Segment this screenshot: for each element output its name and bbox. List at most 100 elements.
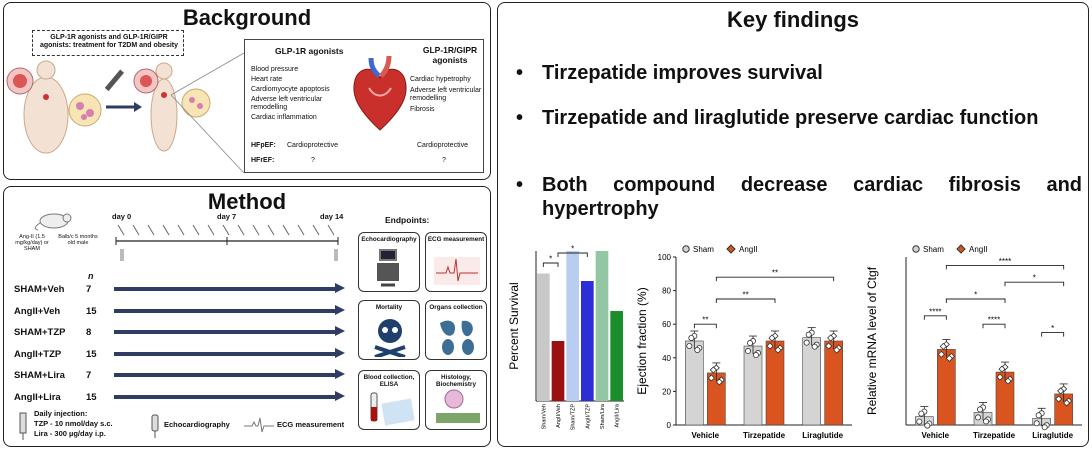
endpoint-ecg: ECG measurement [425, 232, 487, 292]
significance-bracket [715, 276, 835, 282]
glp1-effect: Heart rate [251, 76, 283, 83]
ctgf-chart: Relative mRNA level of Ctgf Vehicle Tirzep… [865, 244, 1082, 440]
findings-panel: Key findings • Tirzepatide improves surv… [497, 2, 1089, 447]
significance-bracket [982, 323, 1006, 329]
data-point [811, 343, 818, 350]
blood-tube-icon [370, 392, 415, 426]
significance-label: * [1033, 274, 1036, 283]
data-point [977, 406, 984, 413]
data-point [942, 340, 950, 348]
method-panel: Method Ang-II (1.5 mg/kg/day) or SHAM Ba… [3, 186, 491, 447]
tick-label: Sham/TZP [571, 404, 577, 431]
group-label: AngII+Lira [14, 392, 61, 403]
tick-label: AngII/Veh [556, 404, 562, 428]
data-point [803, 339, 810, 346]
injection-lira: Lira - 300 µg/day i.p. [34, 429, 106, 438]
bar [937, 349, 956, 426]
data-point [1033, 420, 1040, 427]
data-point [709, 366, 717, 374]
histology-icon [436, 389, 480, 423]
treatment-banner-text: GLP-1R agonists and GLP-1R/GIPR agonists… [39, 34, 179, 49]
tick-label: Sham/Lira [600, 403, 606, 429]
endpoint-mortality: Mortality [358, 300, 420, 360]
endpoint-label: Echocardiography [361, 236, 417, 243]
echo-legend-label: Echocardiography [164, 420, 230, 429]
data-point [745, 348, 752, 355]
endpoint-label: Mortality [375, 304, 403, 311]
significance-label: * [571, 245, 574, 254]
group-n: 8 [86, 327, 92, 338]
bar [566, 251, 579, 401]
data-point [939, 342, 947, 350]
legend-label: Sham [693, 245, 714, 254]
legend-label: AngII [969, 245, 988, 254]
glp1-effect: Blood pressure [251, 66, 299, 73]
significance-label: * [1051, 324, 1054, 333]
bar [537, 273, 550, 401]
data-point [1055, 395, 1063, 403]
obese-body-icon [6, 60, 102, 154]
ecg-icon [244, 417, 274, 433]
significance-bracket [945, 264, 1065, 270]
tick-label: Sham/Veh [541, 404, 547, 429]
glp1-effect: Cardiomyocyte apoptosis [251, 86, 330, 93]
data-point [686, 343, 693, 350]
legend-marker-angii [956, 244, 966, 254]
endpoint-label: Histology, Biochemistry [436, 374, 476, 388]
treatment-banner: GLP-1R agonists and GLP-1R/GIPR agonists… [32, 30, 184, 56]
significance-label: * [974, 291, 977, 300]
legend-label: Sham [923, 245, 944, 254]
lean-body-icon [133, 62, 211, 152]
significance-bracket [542, 262, 559, 267]
endpoint-blood-collection: Blood collection, ELISA [358, 370, 420, 430]
significance-bracket [557, 252, 588, 257]
dual-effect: Cardiac hypetrophy [410, 76, 471, 83]
data-point [918, 410, 925, 417]
x-tick-label: Tirzepatide [973, 431, 1016, 440]
significance-bracket [1004, 281, 1065, 287]
group-label: SHAM+Lira [14, 370, 65, 381]
data-point [707, 374, 715, 382]
group-label: SHAM+TZP [14, 327, 66, 338]
syringe-icon [104, 69, 125, 92]
bar [685, 340, 704, 426]
ultrasound-machine-icon [377, 249, 399, 287]
significance-label: **** [929, 307, 941, 316]
group-timeline-arrow [114, 283, 345, 293]
n-header: n [88, 271, 94, 281]
data-point [805, 331, 812, 338]
bullet-icon: • [516, 62, 524, 84]
finding-item: • Tirzepatide and liraglutide preserve c… [516, 106, 1082, 130]
effects-box: GLP-1R agonists GLP-1R/GIPR agonists Blo… [244, 39, 484, 173]
ejection-fraction-chart: 0 20 40 60 80 100 Ejection fraction (%) Vehicle… [635, 244, 852, 440]
timeline [115, 224, 339, 261]
endpoint-label: ECG measurement [427, 236, 485, 243]
finding-text: Tirzepatide and liraglutide preserve car… [542, 107, 1039, 129]
mouse-strain-note: Balb/c 5 months old male [58, 234, 98, 246]
data-point [688, 335, 695, 342]
y-axis-label: Relative mRNA level of Ctgf [865, 266, 879, 415]
data-point [975, 414, 982, 421]
tick-label: AngII/TZP [585, 404, 591, 429]
significance-bracket [945, 298, 1006, 303]
endpoint-label: Blood collection, ELISA [363, 374, 415, 388]
group-timeline-arrow [114, 305, 345, 315]
y-tick-label: 40 [662, 354, 671, 363]
dual-effect-list: Cardiac hypetrophy Adverse left ventricu… [410, 76, 483, 114]
tick-label: AngII/Lira [615, 403, 621, 427]
day0-label: day 0 [112, 212, 132, 221]
data-point [715, 378, 723, 386]
dual-column-title: GLP-1R/GIPR agonists [422, 45, 478, 65]
obesity-illustration [6, 53, 245, 174]
background-panel: Background GLP-1R agonists and GLP-1R/GI… [3, 2, 491, 180]
method-title: Method [207, 189, 287, 214]
x-tick-label: Liraglutide [802, 431, 843, 440]
heart-icon [353, 55, 407, 131]
data-point [1041, 424, 1048, 431]
group-n: 15 [86, 392, 97, 403]
data-point [712, 364, 720, 372]
data-point [774, 346, 782, 354]
group-timeline-arrow [114, 326, 345, 336]
data-point [1035, 412, 1042, 419]
hfpef-label: HFpEF: [251, 142, 276, 149]
